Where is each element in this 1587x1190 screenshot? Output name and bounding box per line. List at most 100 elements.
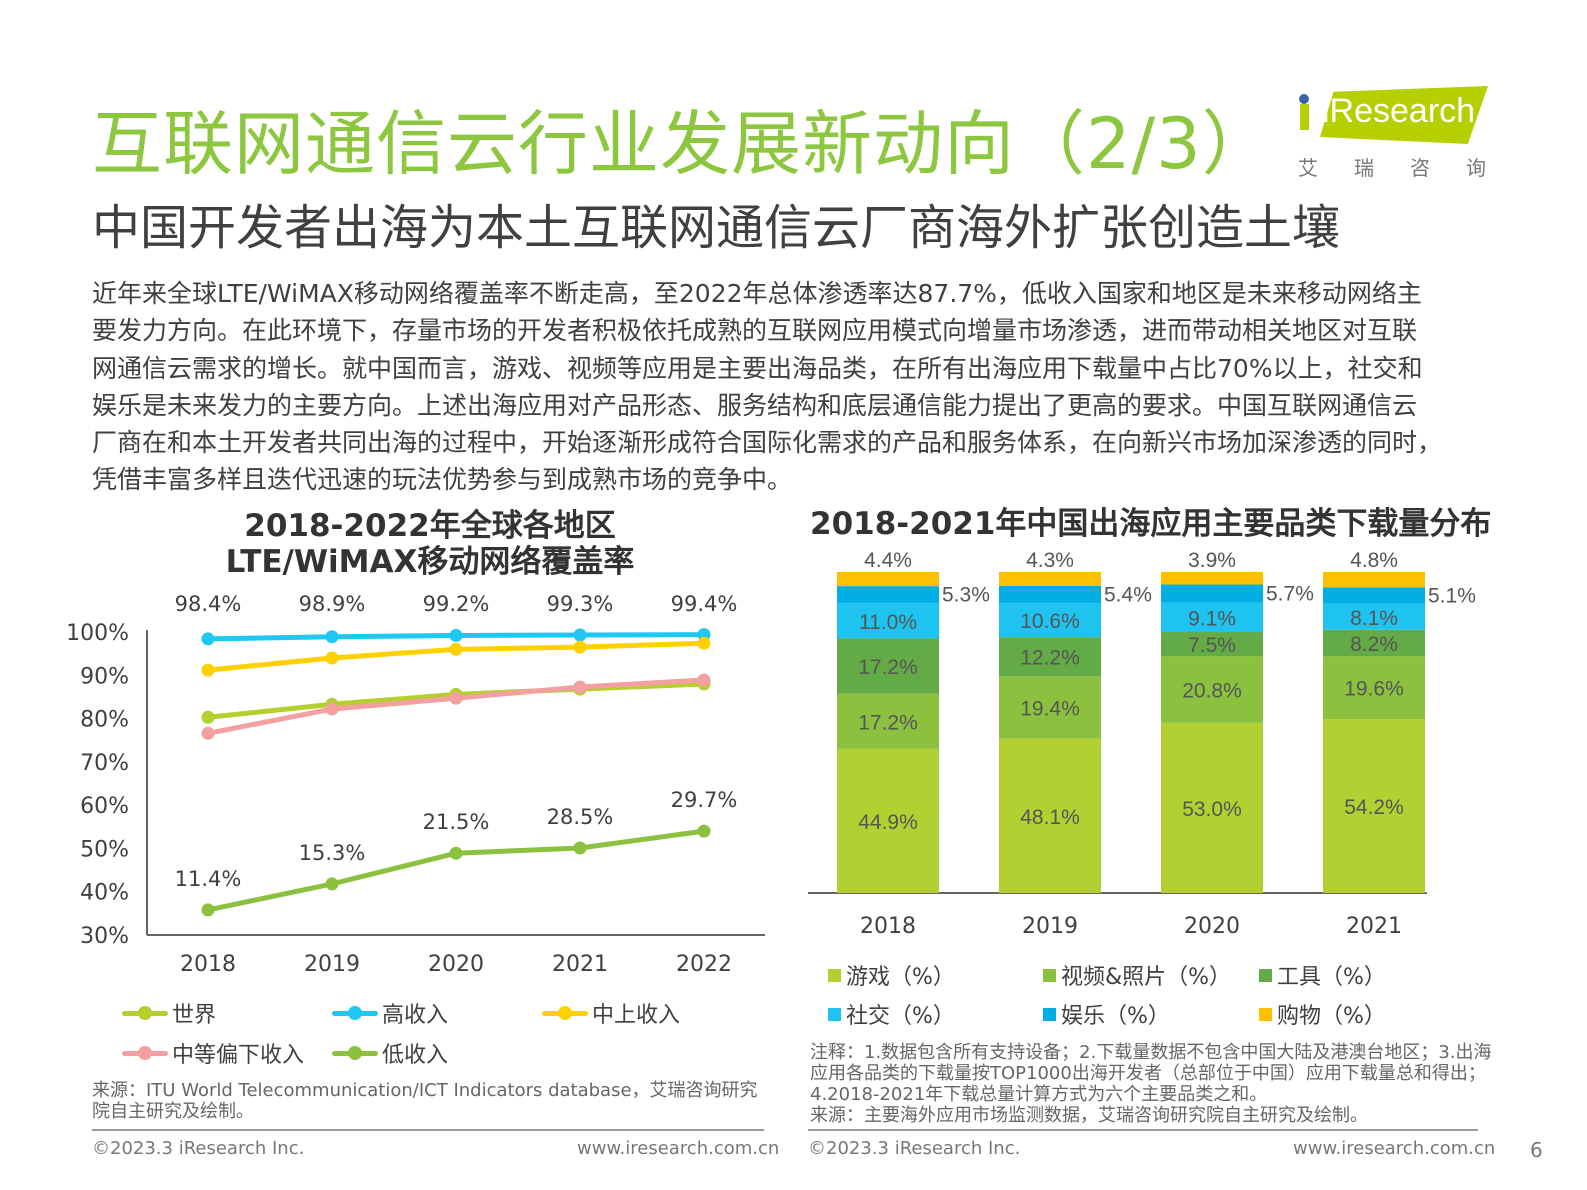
page-number: 6 bbox=[1530, 1138, 1543, 1162]
legend-swatch bbox=[828, 968, 841, 982]
page-title: 互联网通信云行业发展新动向（2/3） bbox=[92, 103, 1273, 185]
bar-segment bbox=[999, 572, 1101, 586]
line-chart-title-line: 2018-2022年全球各地区 bbox=[244, 508, 616, 544]
data-label: 48.1% bbox=[1020, 806, 1080, 829]
x-tick-label: 2019 bbox=[304, 952, 360, 977]
website-link[interactable]: www.iresearch.com.cn bbox=[1293, 1138, 1496, 1159]
legend-item-video: 视频&照片（%） bbox=[1043, 959, 1231, 991]
legend-label: 世界 bbox=[172, 1003, 217, 1028]
data-label: 98.4% bbox=[175, 592, 242, 616]
data-label: 44.9% bbox=[858, 811, 918, 834]
data-label: 5.3% bbox=[942, 584, 990, 607]
data-label: 12.2% bbox=[1020, 647, 1080, 670]
legend-label: 娱乐（%） bbox=[1061, 1004, 1170, 1029]
bar-segment bbox=[1161, 722, 1263, 893]
bar-segment bbox=[837, 572, 939, 587]
data-label: 8.2% bbox=[1350, 633, 1398, 656]
data-label: 28.5% bbox=[547, 805, 614, 829]
y-tick-label: 90% bbox=[80, 664, 129, 689]
copyright: ©2023.3 iResearch Inc. bbox=[92, 1138, 305, 1159]
legend-item-world: 世界 bbox=[122, 997, 216, 1029]
right-notes: 注释：1.数据包含所有支持设备；2.下载量数据不包含中国大陆及港澳台地区；3.出… bbox=[810, 1042, 1492, 1126]
bar-chart-title: 2018-2021年中国出海应用主要品类下载量分布 bbox=[810, 506, 1492, 542]
logo-text: iResearch bbox=[1322, 92, 1476, 130]
website-link[interactable]: www.iresearch.com.cn bbox=[577, 1138, 780, 1159]
legend-item-games: 游戏（%） bbox=[828, 959, 955, 991]
bar-segment bbox=[1161, 584, 1263, 603]
data-label: 5.7% bbox=[1266, 583, 1314, 606]
data-label: 54.2% bbox=[1344, 796, 1404, 819]
data-label: 53.0% bbox=[1182, 798, 1242, 821]
x-tick-label: 2021 bbox=[552, 952, 608, 977]
legend-label: 游戏（%） bbox=[846, 965, 955, 990]
legend-label: 视频&照片（%） bbox=[1061, 965, 1232, 990]
legend-item-low-income: 低收入 bbox=[332, 1037, 448, 1069]
data-point bbox=[201, 726, 215, 740]
legend-item-upper-middle: 中上收入 bbox=[542, 997, 680, 1029]
footer-divider bbox=[808, 1129, 1478, 1131]
note-line: 应用各品类的下载量按TOP1000出海开发者（总部位于中国）应用下载量总和得出； bbox=[810, 1063, 1486, 1084]
data-label: 19.6% bbox=[1344, 678, 1404, 701]
legend-label: 工具（%） bbox=[1277, 965, 1386, 990]
bar-segment bbox=[999, 676, 1101, 739]
bar-segment bbox=[837, 586, 939, 604]
legend-swatch bbox=[1043, 968, 1056, 982]
data-label: 5.1% bbox=[1428, 585, 1476, 608]
body-line: 网通信云需求的增长。就中国而言，游戏、视频等应用是主要出海品类，在所有出海应用下… bbox=[92, 353, 1423, 383]
bar-segment bbox=[1161, 632, 1263, 657]
note-line: 来源：主要海外应用市场监测数据，艾瑞咨询研究院自主研究及绘制。 bbox=[810, 1105, 1368, 1126]
bar-segment bbox=[1161, 656, 1263, 723]
legend-swatch bbox=[828, 1007, 841, 1021]
y-tick-label: 30% bbox=[80, 924, 129, 949]
legend-label: 中等偏下收入 bbox=[172, 1043, 305, 1068]
body-line: 要发力方向。在此环境下，存量市场的开发者积极依托成熟的互联网应用模式向增量市场渗… bbox=[92, 316, 1418, 346]
legend-line-icon bbox=[122, 1005, 168, 1020]
x-tick-label: 2019 bbox=[1022, 914, 1078, 939]
bar-segment bbox=[837, 748, 939, 893]
data-point bbox=[697, 824, 711, 838]
y-tick-label: 60% bbox=[80, 794, 129, 819]
data-label: 7.5% bbox=[1188, 634, 1236, 657]
bar-segment bbox=[999, 738, 1101, 893]
page-subtitle: 中国开发者出海为本土互联网通信云厂商海外扩张创造土壤 bbox=[92, 200, 1341, 256]
legend-swatch bbox=[1259, 1007, 1272, 1021]
data-label: 4.3% bbox=[1026, 549, 1074, 572]
data-label: 8.1% bbox=[1350, 607, 1398, 630]
bar-segment bbox=[999, 637, 1101, 677]
data-label: 11.0% bbox=[859, 611, 917, 634]
data-point bbox=[201, 710, 215, 724]
data-point bbox=[573, 680, 587, 694]
bar-segment bbox=[1161, 602, 1263, 633]
bar-segment bbox=[1323, 572, 1425, 588]
legend-item-shopping: 购物（%） bbox=[1259, 998, 1386, 1030]
data-point bbox=[449, 642, 463, 656]
x-tick-label: 2020 bbox=[428, 952, 484, 977]
data-label: 29.7% bbox=[671, 788, 738, 812]
data-point bbox=[201, 632, 215, 646]
data-point bbox=[573, 640, 587, 654]
x-tick-label: 2018 bbox=[180, 952, 236, 977]
left-source-note: 来源：ITU World Telecommunication/ICT Indic… bbox=[92, 1080, 758, 1122]
note-line: 4.2018-2021年下载总量计算方式为六个主要品类之和。 bbox=[810, 1084, 1268, 1105]
legend-item-entertainment: 娱乐（%） bbox=[1043, 998, 1170, 1030]
legend-item-social: 社交（%） bbox=[828, 998, 955, 1030]
data-label: 4.4% bbox=[864, 549, 912, 572]
data-label: 17.2% bbox=[858, 711, 918, 734]
data-label: 9.1% bbox=[1188, 607, 1236, 630]
bar-segment bbox=[1323, 719, 1425, 893]
footer-divider bbox=[92, 1129, 764, 1131]
legend-line-icon bbox=[332, 1045, 378, 1060]
data-point bbox=[201, 663, 215, 677]
legend-label: 高收入 bbox=[382, 1003, 449, 1028]
x-tick-label: 2018 bbox=[860, 914, 916, 939]
body-line: 近年来全球LTE/WiMAX移动网络覆盖率不断走高，至2022年总体渗透率达87… bbox=[92, 279, 1422, 308]
body-line: 娱乐是未来发力的主要方向。上述出海应用对产品形态、服务结构和底层通信能力提出了更… bbox=[92, 390, 1418, 420]
body-line: 凭借丰富多样且迭代迅速的玩法优势参与到成熟市场的竞争中。 bbox=[92, 465, 793, 495]
bar-segment bbox=[1161, 572, 1263, 585]
legend-label: 中上收入 bbox=[592, 1003, 681, 1028]
y-tick-label: 80% bbox=[80, 708, 129, 733]
line-chart-title-line: LTE/WiMAX移动网络覆盖率 bbox=[225, 544, 635, 580]
bar-segment bbox=[1323, 629, 1425, 657]
bar-segment bbox=[837, 638, 939, 694]
